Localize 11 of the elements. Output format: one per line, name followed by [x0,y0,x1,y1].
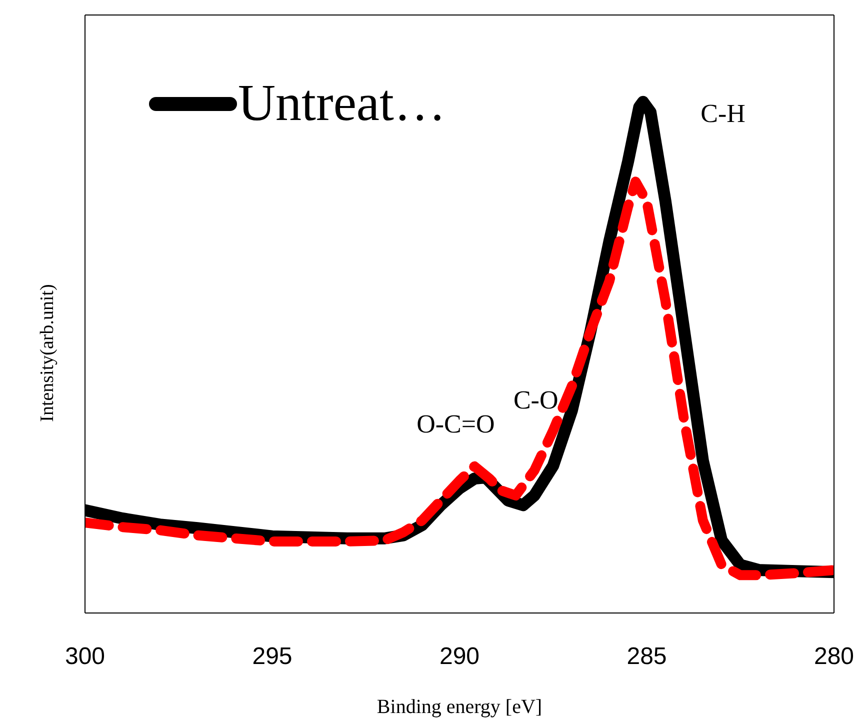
x-axis-title: Binding energy [eV] [376,696,542,718]
x-tick-label: 290 [439,643,480,670]
annotation: O-C=O [416,410,495,439]
y-axis-title: Intensity(arb.unit) [37,284,59,422]
x-tick-label: 285 [626,643,667,670]
annotation: C-H [700,98,746,128]
x-tick-label: 300 [64,643,106,670]
annotation: C-O [513,386,558,415]
x-tick-label: 295 [252,643,292,670]
x-tick-label: 280 [814,643,854,670]
legend-label: Untreat… [238,75,446,132]
